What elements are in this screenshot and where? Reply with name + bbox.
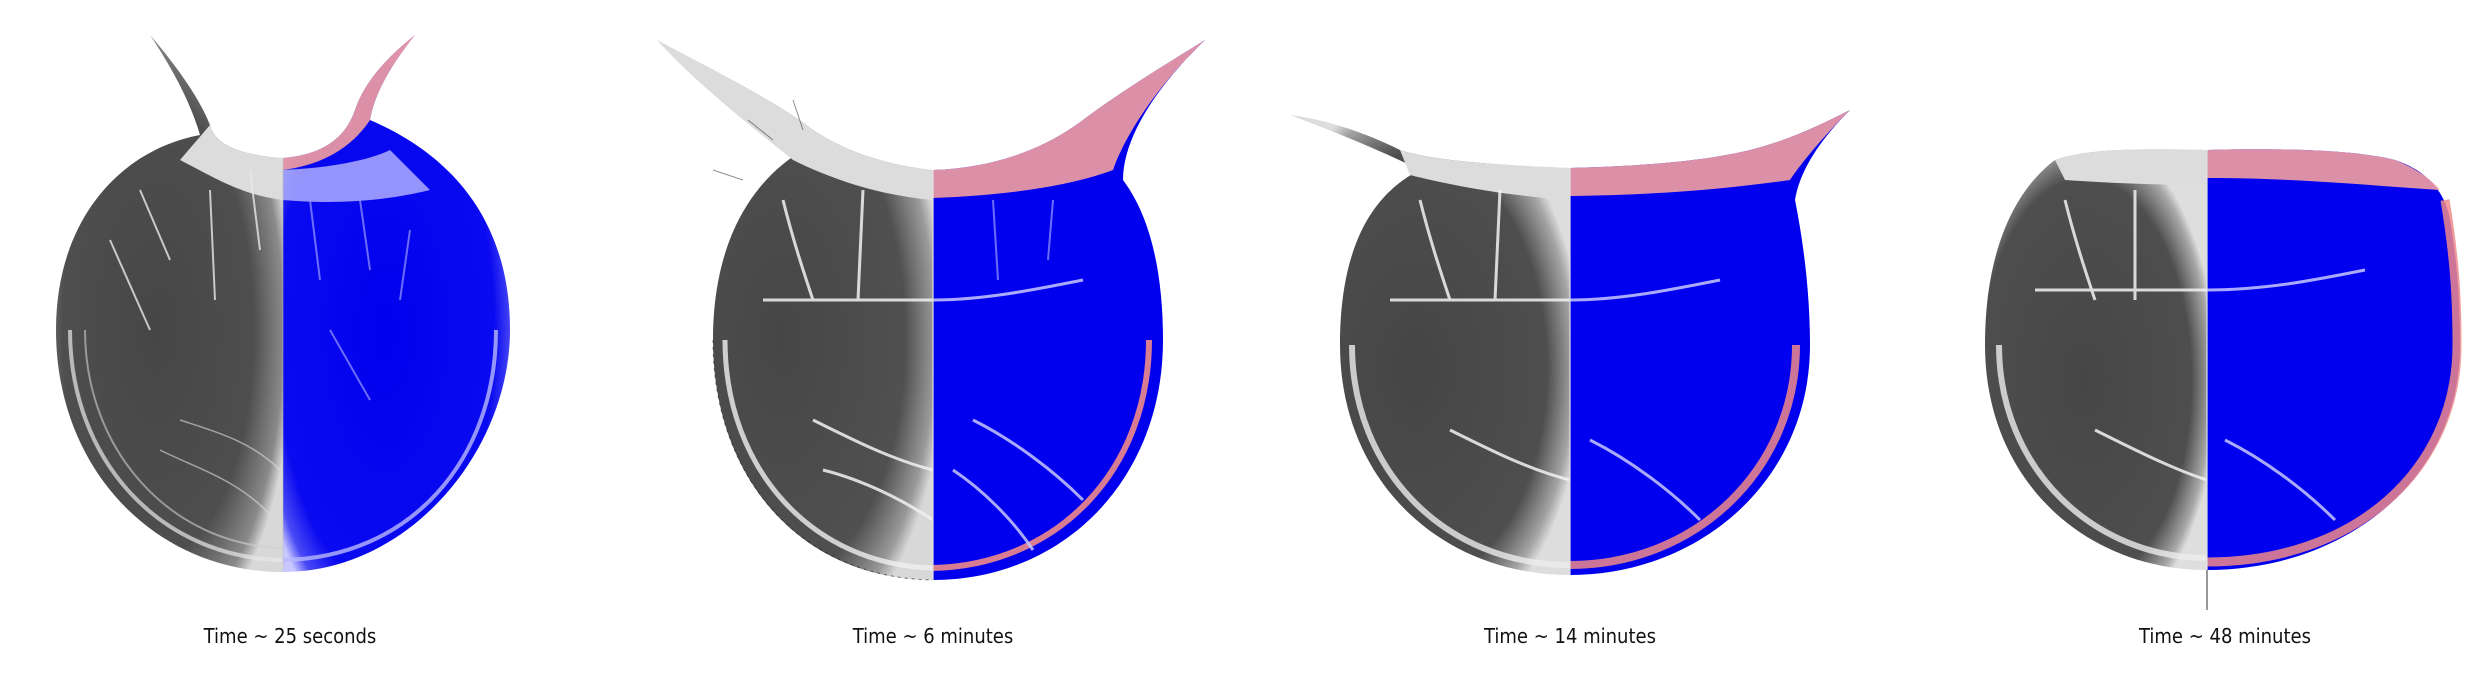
caption-panel-1: Time ~ 25 seconds [203, 624, 377, 648]
blue-half-4 [2207, 149, 2462, 571]
panel-25-seconds: Time ~ 25 seconds [10, 0, 570, 682]
blue-half-2 [933, 40, 1205, 580]
caption-panel-3: Time ~ 14 minutes [1484, 624, 1656, 648]
drop-image-2 [657, 40, 1205, 581]
grayscale-half-1 [56, 35, 283, 572]
grayscale-half-3 [1290, 115, 1570, 575]
grayscale-half-2 [657, 40, 933, 581]
panel-48-minutes: Time ~ 48 minutes [1945, 0, 2491, 682]
caption-panel-4: Time ~ 48 minutes [2139, 624, 2311, 648]
drop-image-4 [1985, 149, 2462, 610]
blue-half-1 [283, 35, 510, 572]
panel-14-minutes: Time ~ 14 minutes [1290, 0, 1850, 682]
drop-image-3 [1290, 110, 1850, 575]
drop-image-1 [56, 35, 510, 572]
blue-half-3 [1570, 110, 1850, 575]
panel-6-minutes: Time ~ 6 minutes [653, 0, 1213, 682]
caption-panel-2: Time ~ 6 minutes [852, 624, 1014, 648]
grayscale-half-4 [1985, 149, 2207, 571]
